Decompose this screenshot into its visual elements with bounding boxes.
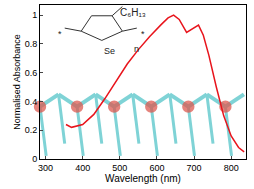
svg-text:C₆H₁₃: C₆H₁₃: [120, 7, 146, 18]
svg-text:1: 1: [32, 10, 37, 20]
svg-text:700: 700: [187, 163, 202, 173]
svg-text:400: 400: [75, 163, 90, 173]
svg-text:*: *: [58, 29, 62, 39]
svg-text:300: 300: [38, 163, 53, 173]
svg-text:800: 800: [224, 163, 239, 173]
svg-text:500: 500: [112, 163, 127, 173]
svg-text:0.2: 0.2: [25, 125, 38, 135]
svg-text:0: 0: [32, 154, 37, 164]
svg-text:Normalised Absorbance: Normalised Absorbance: [12, 34, 22, 130]
svg-text:Se: Se: [104, 46, 115, 56]
svg-text:Wavelength (nm): Wavelength (nm): [105, 173, 181, 184]
svg-text:0.8: 0.8: [25, 39, 38, 49]
svg-text:n: n: [134, 44, 139, 54]
svg-text:600: 600: [149, 163, 164, 173]
svg-text:*: *: [141, 29, 145, 39]
svg-text:0.4: 0.4: [25, 97, 38, 107]
svg-text:0.6: 0.6: [25, 68, 38, 78]
